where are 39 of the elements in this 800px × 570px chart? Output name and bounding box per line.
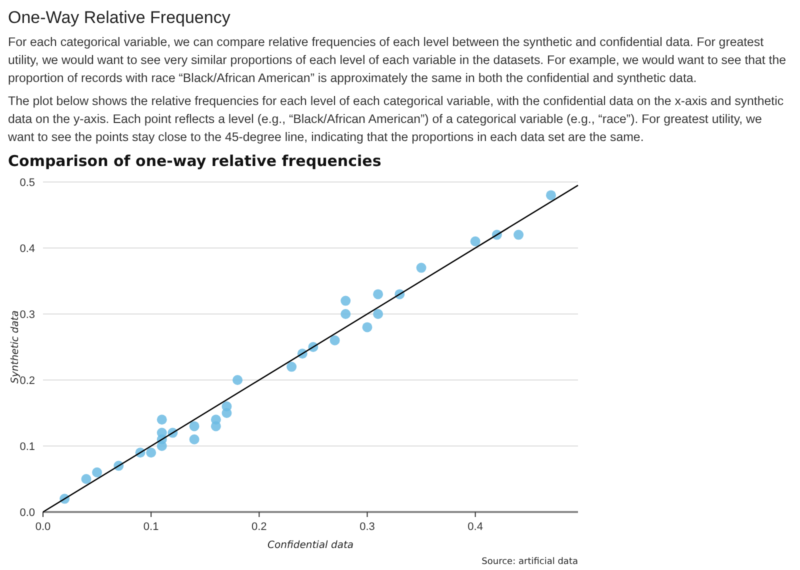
point — [373, 289, 384, 300]
x-tick-label: 0.0 — [35, 521, 51, 533]
point — [156, 414, 167, 425]
point — [146, 448, 156, 458]
source-note: Source: artificial data — [482, 557, 578, 567]
point — [210, 421, 221, 432]
point — [189, 434, 200, 444]
point — [156, 441, 167, 451]
point — [330, 335, 340, 346]
point — [470, 236, 480, 246]
x-tick-label: 0.4 — [468, 521, 483, 533]
y-axis-title: Synthetic data — [10, 310, 21, 384]
x-tick-label: 0.3 — [360, 521, 375, 533]
x-tick-label: 0.2 — [252, 521, 267, 533]
point — [81, 474, 92, 484]
point — [189, 421, 200, 432]
x-axis-title: Confidential data — [267, 540, 354, 551]
chart-title: Comparison of one-way relative frequencies — [8, 152, 382, 170]
point — [340, 309, 351, 319]
point — [92, 467, 102, 478]
point — [340, 296, 351, 306]
point — [373, 309, 384, 319]
point — [286, 362, 297, 372]
point — [514, 230, 524, 240]
text: One-Way Relative Frequency — [8, 8, 231, 27]
y-tick-label: 0.3 — [20, 308, 35, 321]
point — [362, 322, 372, 332]
point — [546, 190, 556, 200]
y-tick-label: 0.2 — [20, 374, 35, 387]
y-tick-label: 0.5 — [20, 176, 35, 189]
point — [416, 262, 426, 273]
point — [222, 408, 232, 418]
y-tick-label: 0.4 — [20, 242, 35, 255]
text: For each categorical variable, we can compare relative frequencies of each level between the synthetic and confidential data. For greatest utility, we would want to see very similar proportions of each level of each variable in the datasets. For example, we would want to see that the proportion of records with race “Black/African American” is approximately the same in both the confidential and synthetic data. — [8, 35, 786, 85]
y-tick-label: 0.1 — [20, 440, 35, 453]
text: The plot below shows the relative frequencies for each level of each categorical variable, with the confidential data on the x-axis and synthetic data on the y-axis. Each point reflects a level (e.g., “Black/African American”) of a categorical variable (e.g., “race”). For greatest utility, we want to see the points stay close to the 45-degree line, indicating that the proportions in each data set are the same. — [7, 94, 784, 144]
y-tick-label: 0.0 — [20, 506, 35, 519]
point — [232, 375, 243, 385]
x-tick-label: 0.1 — [143, 521, 159, 533]
